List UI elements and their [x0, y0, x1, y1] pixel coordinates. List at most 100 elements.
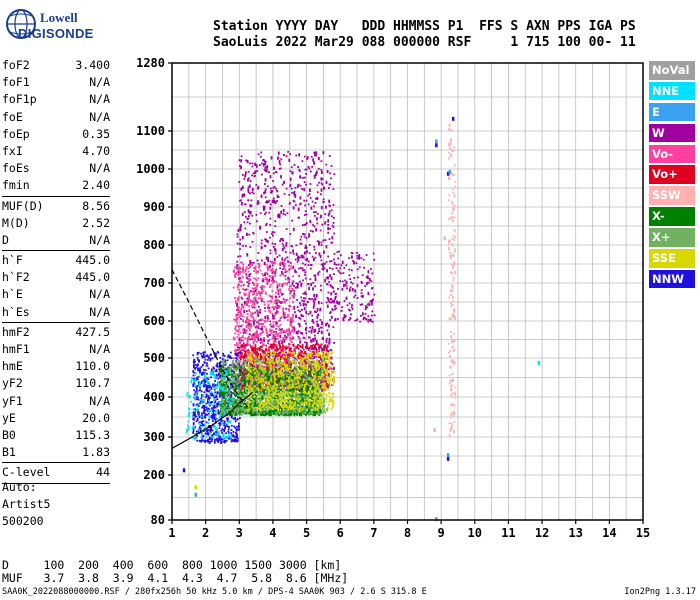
echo-pixel [207, 382, 210, 385]
echo-pixel [284, 355, 286, 357]
echo-pixel [258, 290, 260, 294]
echo-pixel [284, 367, 287, 369]
echo-pixel [289, 372, 292, 374]
echo-pixel [302, 279, 304, 282]
echo-pixel [331, 301, 334, 303]
echo-pixel [244, 355, 247, 358]
echo-pixel [278, 348, 281, 351]
echo-pixel [242, 271, 245, 274]
echo-pixel [263, 392, 265, 394]
echo-pixel [281, 261, 284, 264]
param-value: 2.40 [82, 178, 110, 193]
param-name: M(D) [2, 215, 30, 230]
echo-pixel [345, 285, 348, 287]
echo-pixel [223, 420, 226, 424]
echo-pixel [278, 304, 281, 309]
echo-pixel [295, 271, 297, 273]
echo-pixel [267, 201, 270, 203]
echo-pixel [320, 263, 323, 266]
echo-pixel [202, 435, 205, 437]
echo-pixel [304, 258, 307, 261]
echo-pixel [299, 345, 301, 347]
echo-pixel [201, 372, 203, 376]
echo-pixel [305, 361, 307, 364]
echo-pixel [294, 258, 297, 261]
echo-pixel [210, 440, 213, 443]
echo-pixel [305, 304, 308, 307]
echo-pixel [195, 415, 198, 418]
param-value: N/A [89, 342, 110, 356]
echo-pixel [253, 172, 256, 174]
echo-pixel [236, 264, 239, 266]
echo-pixel [308, 371, 311, 374]
echo-pixel [285, 351, 287, 354]
echo-pixel [253, 270, 255, 273]
echo-pixel [246, 288, 249, 291]
echo-pixel [291, 398, 293, 402]
echo-pixel [253, 301, 256, 303]
param-row: yE 20.0 [2, 410, 110, 427]
echo-pixel [236, 324, 239, 327]
echo-pixel [264, 213, 266, 216]
echo-pixel [285, 337, 288, 340]
echo-pixel [295, 379, 298, 382]
echo-pixel [233, 425, 235, 428]
echo-pixel [264, 276, 267, 281]
echo-pixel [302, 292, 305, 295]
echo-pixel [246, 323, 249, 326]
echo-pixel [241, 297, 244, 300]
param-row: B1 1.83 [2, 444, 110, 461]
echo-pixel [285, 307, 287, 310]
echo-pixel [280, 342, 283, 345]
echo-pixel [244, 357, 247, 359]
echo-pixel [215, 431, 217, 433]
echo-pixel [236, 433, 238, 437]
echo-pixel [267, 369, 270, 371]
echo-pixel [328, 375, 330, 378]
echo-pixel [237, 276, 240, 279]
echo-pixel [277, 333, 279, 337]
echo-pixel [268, 366, 271, 369]
param-row: fxI 4.70 [2, 143, 110, 160]
echo-pixel [252, 367, 255, 371]
echo-pixel [238, 386, 241, 390]
echo-pixel [213, 367, 215, 370]
echo-pixel [302, 269, 304, 272]
echo-pixel [253, 381, 256, 384]
echo-pixel [202, 371, 205, 374]
echo-pixel [303, 307, 306, 311]
echo-pixel [321, 223, 324, 226]
echo-pixel [279, 288, 281, 292]
echo-pixel [268, 300, 271, 303]
echo-pixel [216, 404, 219, 407]
echo-pixel [301, 308, 303, 311]
echo-pixel [227, 355, 229, 358]
param-name: yE [2, 410, 16, 425]
echo-pixel [341, 260, 344, 264]
echo-pixel [239, 165, 241, 167]
echo-pixel [273, 258, 276, 262]
echo-pixel [196, 364, 199, 368]
echo-pixel [325, 205, 327, 208]
echo-pixel [330, 301, 332, 304]
param-name: yF2 [2, 376, 23, 391]
echo-pixel [306, 156, 309, 160]
echo-pixel [210, 386, 213, 390]
header-line-1: Station YYYY DAY DDD HHMMSS P1 FFS S AXN… [213, 19, 636, 34]
param-name: foF1 [2, 75, 30, 90]
echo-pixel [262, 370, 265, 374]
echo-pixel [197, 412, 200, 415]
echo-pixel [282, 283, 285, 285]
echo-pixel [263, 343, 265, 346]
echo-pixel [330, 177, 332, 180]
echo-pixel [221, 395, 224, 397]
echo-pixel [256, 391, 259, 393]
echo-pixel [260, 346, 263, 349]
echo-pixel [204, 369, 207, 372]
echo-pixel [293, 190, 296, 193]
echo-pixel [299, 399, 302, 403]
echo-pixel [230, 432, 233, 434]
echo-pixel [272, 277, 274, 282]
echo-pixel [239, 199, 241, 202]
echo-pixel [315, 347, 318, 351]
